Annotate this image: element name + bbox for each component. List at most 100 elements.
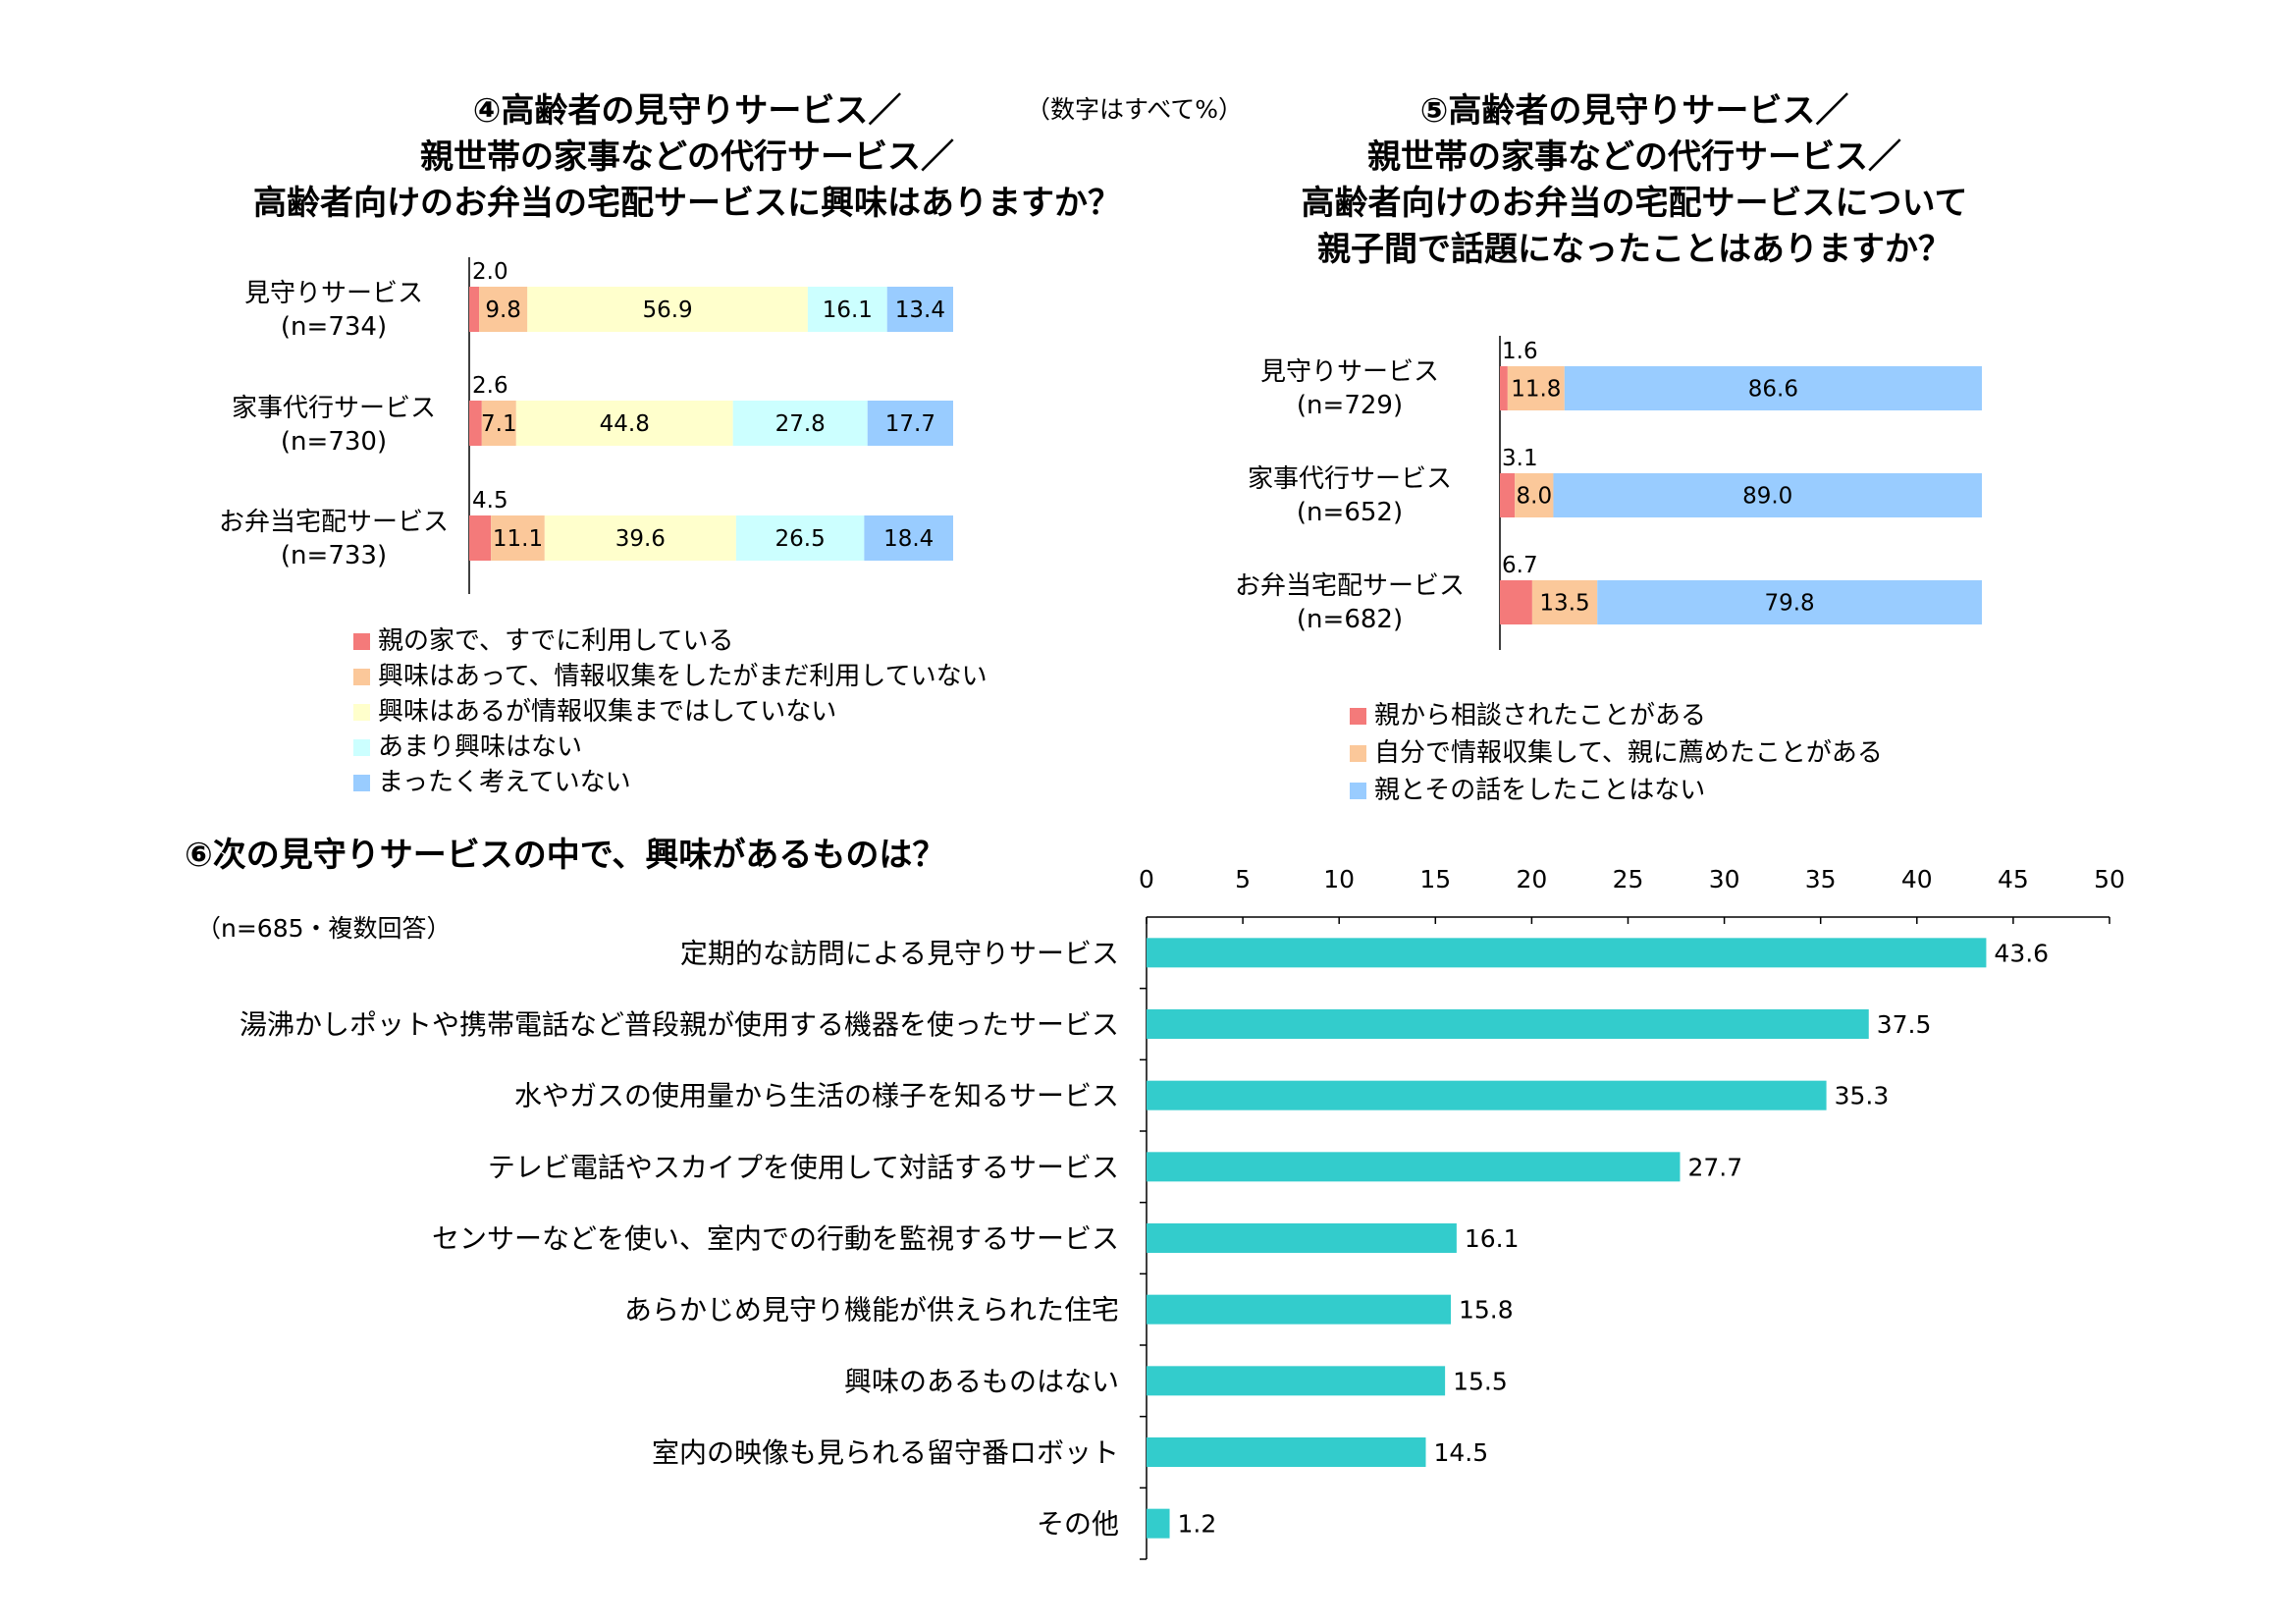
chart6-x-tick-label: 20 bbox=[1516, 865, 1547, 893]
chart6-category-label: センサーなどを使い、室内での行動を監視するサービス bbox=[432, 1222, 1119, 1255]
chart6-bar bbox=[1147, 1152, 1681, 1182]
chart6-data-label: 37.5 bbox=[1877, 1010, 1932, 1039]
chart5-row-n: (n=652) bbox=[1296, 498, 1404, 527]
chart5-row-label: 見守りサービス (n=729) bbox=[1217, 355, 1482, 422]
chart4-row-name: 見守りサービス bbox=[243, 279, 423, 308]
legend-swatch bbox=[353, 774, 370, 791]
chart6-category-label: 水やガスの使用量から生活の様子を知るサービス bbox=[514, 1080, 1119, 1112]
legend-label: 親の家で、すでに利用している bbox=[378, 626, 734, 656]
chart4-data-label: 26.5 bbox=[775, 526, 826, 552]
chart4-title-line-2: 親世帯の家事などの代行サービス／ bbox=[420, 137, 954, 177]
chart6-data-label: 1.2 bbox=[1178, 1510, 1217, 1539]
chart6-data-label: 15.5 bbox=[1453, 1367, 1508, 1395]
chart4-bar-segment bbox=[735, 515, 865, 561]
chart4-title-line-3: 高齢者向けのお弁当の宅配サービスに興味はありますか？ bbox=[253, 184, 1121, 223]
legend-swatch bbox=[353, 703, 370, 721]
chart6-category-label: 湯沸かしポットや携帯電話など普段親が使用する機器を使ったサービス bbox=[240, 1008, 1119, 1041]
chart5-data-label: 11.8 bbox=[1511, 377, 1561, 403]
chart4-legend: 親の家で、すでに利用している 興味はあって、情報収集をしたがまだ利用していない … bbox=[353, 623, 988, 800]
chart5-title-line-2: 親世帯の家事などの代行サービス／ bbox=[1367, 137, 1901, 177]
chart6-bar bbox=[1147, 938, 1987, 968]
chart6-category-label: その他 bbox=[1037, 1508, 1119, 1541]
chart5-bar-segment bbox=[1597, 580, 1982, 624]
chart4-bar-segment bbox=[469, 287, 480, 332]
chart4-bar-segment bbox=[469, 401, 482, 446]
chart4-bar-segment bbox=[515, 401, 733, 446]
chart6-bar bbox=[1147, 1009, 1869, 1039]
legend-item: 興味はあるが情報収集まではしていない bbox=[353, 694, 988, 730]
chart4-data-label: 56.9 bbox=[642, 298, 692, 323]
chart6-x-tick-label: 5 bbox=[1235, 865, 1251, 893]
chart6-x-tick-label: 30 bbox=[1709, 865, 1740, 893]
chart4-data-label: 18.4 bbox=[883, 526, 934, 552]
chart6-bar bbox=[1147, 1223, 1457, 1253]
legend-item: 親から相談されたことがある bbox=[1350, 697, 1883, 734]
chart6-data-label: 15.8 bbox=[1459, 1296, 1514, 1325]
legend-label: 興味はあって、情報収集をしたがまだ利用していない bbox=[378, 662, 988, 691]
unit-note: （数字はすべて%） bbox=[1026, 95, 1244, 124]
chart5-row-name: 家事代行サービス bbox=[1247, 464, 1452, 494]
chart4-bar-segment bbox=[864, 515, 953, 561]
chart6-data-label: 43.6 bbox=[1994, 939, 2049, 967]
chart5-row-n: (n=682) bbox=[1296, 605, 1404, 634]
chart4-data-label: 16.1 bbox=[823, 298, 873, 323]
legend-item: まったく考えていない bbox=[353, 765, 988, 800]
chart5-row-label: 家事代行サービス (n=652) bbox=[1217, 462, 1482, 529]
chart4-bar-segment bbox=[479, 287, 528, 332]
chart6-data-label: 14.5 bbox=[1433, 1438, 1488, 1467]
chart5-bar-segment bbox=[1531, 580, 1598, 624]
chart4-row-label: お弁当宅配サービス (n=733) bbox=[201, 506, 466, 572]
chart5-row-name: お弁当宅配サービス bbox=[1234, 571, 1465, 601]
legend-item: 親の家で、すでに利用している bbox=[353, 623, 988, 659]
chart6-bar bbox=[1147, 1508, 1170, 1539]
chart4-bar-segment bbox=[807, 287, 887, 332]
chart5-bar-segment bbox=[1507, 366, 1565, 410]
chart5-row-n: (n=729) bbox=[1296, 391, 1404, 420]
legend-swatch bbox=[353, 668, 370, 685]
chart6-x-tick-label: 0 bbox=[1139, 865, 1154, 893]
chart5-row-name: 見守りサービス bbox=[1259, 357, 1439, 387]
chart4-title: ④高齢者の見守りサービス／ 親世帯の家事などの代行サービス／ 高齢者向けのお弁当… bbox=[201, 88, 1173, 227]
chart4-data-label: 44.8 bbox=[600, 411, 650, 437]
legend-label: 親から相談されたことがある bbox=[1374, 701, 1707, 731]
chart6-category-label: 定期的な訪問による見守りサービス bbox=[680, 937, 1119, 969]
chart5-title-line-3: 高齢者向けのお弁当の宅配サービスについて bbox=[1301, 184, 1968, 223]
chart5-title-line-1: ⑤高齢者の見守りサービス／ bbox=[1419, 91, 1849, 131]
chart5-data-label: 8.0 bbox=[1517, 484, 1553, 510]
chart4-bar-segment bbox=[886, 287, 953, 332]
chart5-title-line-4: 親子間で話題になったことはありますか？ bbox=[1317, 230, 1951, 269]
chart4-bar-segment bbox=[491, 515, 545, 561]
chart5-data-label: 89.0 bbox=[1742, 484, 1792, 510]
chart4-data-label: 11.1 bbox=[493, 526, 543, 552]
chart4-row-n: (n=734) bbox=[280, 312, 388, 342]
chart4-bar-segment bbox=[867, 401, 953, 446]
chart4-bar-segment bbox=[481, 401, 516, 446]
chart6-bar bbox=[1147, 1294, 1451, 1325]
legend-label: あまり興味はない bbox=[378, 732, 583, 762]
chart6-x-tick-label: 15 bbox=[1419, 865, 1451, 893]
chart4-data-label: 27.8 bbox=[775, 411, 826, 437]
chart6-category-label: あらかじめ見守り機能が供えられた住宅 bbox=[624, 1294, 1119, 1326]
chart6-data-label: 27.7 bbox=[1687, 1153, 1742, 1181]
chart5-bar-segment bbox=[1500, 580, 1532, 624]
chart4-row-name: 家事代行サービス bbox=[231, 394, 436, 423]
chart4-data-label: 2.6 bbox=[472, 373, 508, 399]
chart6-x-tick-label: 45 bbox=[1998, 865, 2029, 893]
chart6-title: ⑥次の見守りサービスの中で、興味があるものは？ bbox=[185, 836, 946, 875]
chart5-row-label: お弁当宅配サービス (n=682) bbox=[1217, 569, 1482, 636]
legend-item: あまり興味はない bbox=[353, 730, 988, 765]
chart4-row-name: お弁当宅配サービス bbox=[218, 508, 449, 537]
chart4-bar-segment bbox=[732, 401, 868, 446]
legend-label: 自分で情報収集して、親に薦めたことがある bbox=[1374, 738, 1883, 768]
chart6-category-label: 室内の映像も見られる留守番ロボット bbox=[652, 1436, 1119, 1469]
chart4-bar-segment bbox=[469, 515, 492, 561]
chart4-row-n: (n=733) bbox=[280, 541, 388, 570]
chart4-row-label: 家事代行サービス (n=730) bbox=[201, 392, 466, 459]
chart6-x-tick-label: 10 bbox=[1323, 865, 1355, 893]
chart5-bar-segment bbox=[1515, 473, 1554, 517]
chart4-data-label: 13.4 bbox=[895, 298, 945, 323]
chart5-data-label: 3.1 bbox=[1502, 446, 1538, 471]
chart6-x-tick-label: 50 bbox=[2094, 865, 2125, 893]
legend-swatch bbox=[1350, 707, 1366, 725]
